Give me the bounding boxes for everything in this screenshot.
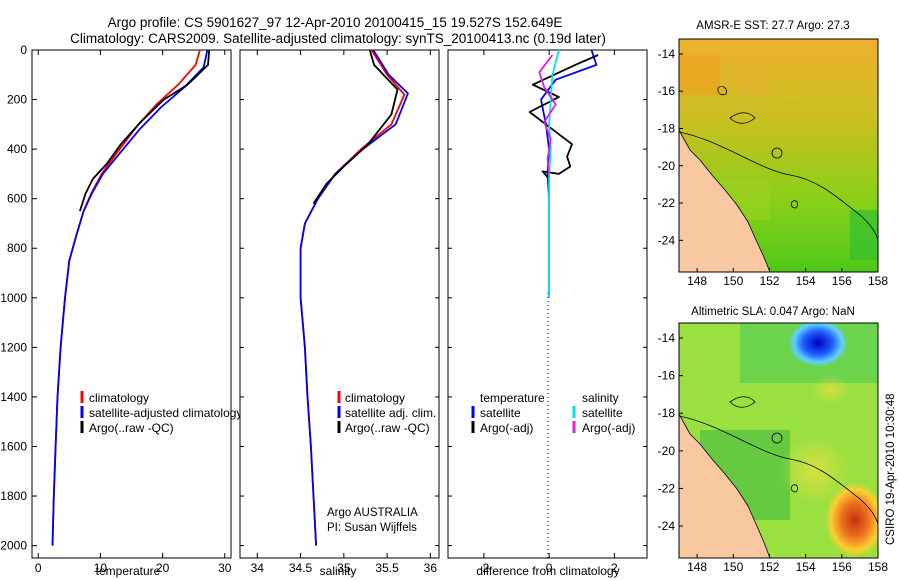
salinity-legend: climatology satellite adj. clim. Argo(..… [337,391,436,435]
sst-map-image [679,39,878,272]
map-xtick-label: 150 [723,274,743,288]
temperature-axes-box [31,49,232,559]
salinity-annotation-2: PI: Susan Wijffels [327,522,417,534]
legend-argo: Argo(..raw -QC) [89,421,174,435]
xtick-label: 20 [156,561,170,575]
ytick-label: 200 [7,93,27,107]
salinity-annotation-1: Argo AUSTRALIA [327,507,418,519]
header-line-1: Argo profile: CS 5901627_97 12-Apr-2010 … [108,15,563,30]
series-line-salinity-2 [312,49,399,205]
map-ytick-label: -22 [658,196,676,210]
sla-map-frame [678,322,879,559]
header-line-2: Climatology: CARS2009. Satellite-adjuste… [70,31,606,46]
salinity-panel: 34 34.5 35 35.5 36 climatology satellite adj… [239,49,440,578]
legend-salinity-title: salinity [582,391,619,405]
map-ytick-label: -22 [658,481,676,495]
temperature-panel: 0 10 20 30 0 200 400 600 800 1000 1200 1400 1600 1800… [0,43,242,578]
ytick-label: 2000 [0,539,27,553]
legend-sal-argo-adj: Argo(-adj) [582,421,635,435]
salinity-axes-box [239,49,440,559]
map-xtick-label: 148 [687,560,707,574]
legend-satellite-adjusted: satellite-adjusted climatology [89,406,242,420]
salinity-xlabel: salinity [320,564,357,578]
ytick-label: 1800 [0,489,27,503]
map-xtick-label: 158 [868,560,888,574]
map-xtick-label: 158 [868,274,888,288]
sst-map-panel: AMSR-E SST: 27.7 Argo: 27.3 148 150 152 154… [658,20,889,288]
legend-climatology: climatology [89,391,149,405]
map-ytick-label: -16 [658,84,676,98]
ytick-label: 1000 [0,291,27,305]
map-xtick-label: 150 [723,560,743,574]
map-xtick-label: 156 [832,560,852,574]
map-ytick-label: -18 [658,121,676,135]
xtick-label: 34.5 [289,561,313,575]
ytick-label: 800 [7,241,27,255]
map-ytick-label: -14 [658,47,676,61]
ytick-label: 1200 [0,340,27,354]
xtick-label: 2 [611,561,618,575]
map-ytick-label: -14 [658,331,676,345]
xtick-label: -2 [479,561,490,575]
map-xtick-label: 148 [687,274,707,288]
map-xtick-label: 154 [796,274,816,288]
legend-temperature-title: temperature [480,391,545,405]
series-line-temperature-2 [79,49,211,212]
sla-map-title: Altimetric SLA: 0.047 Argo: NaN [691,306,855,318]
ytick-label: 400 [7,142,27,156]
map-xtick-label: 152 [759,274,779,288]
map-xtick-label: 154 [796,560,816,574]
legend-sal-climatology: climatology [345,391,405,405]
xtick-label: 35.5 [375,561,399,575]
sst-map-title: AMSR-E SST: 27.7 Argo: 27.3 [696,20,849,32]
map-xtick-label: 156 [832,274,852,288]
ytick-label: 0 [20,43,27,57]
map-ytick-label: -20 [658,159,676,173]
map-ytick-label: -16 [658,369,676,383]
csiro-side-label: CSIRO 19-Apr-2010 10:30:48 [885,393,897,545]
legend-temp-argo-adj: Argo(-adj) [480,421,533,435]
xtick-label: 0 [35,561,42,575]
series-line-difference-2 [548,49,560,298]
difference-xlabel: difference from climatology [476,564,619,578]
legend-sal-satellite-diff: satellite [582,406,623,420]
xtick-label: 35 [337,561,351,575]
temperature-xlabel: temperature [96,564,161,578]
xtick-label: 36 [424,561,438,575]
xtick-label: 0 [546,561,553,575]
map-xtick-label: 152 [759,560,779,574]
legend-temp-satellite: satellite [480,406,521,420]
sla-map-image [679,323,878,558]
map-ytick-label: -20 [658,444,676,458]
map-ytick-label: -24 [658,233,676,247]
ytick-label: 1400 [0,390,27,404]
difference-panel: -2 0 2 temperature salinity satellite sate… [447,49,648,578]
series-line-temperature-1 [51,49,209,546]
series-line-difference-3 [538,54,557,174]
map-ytick-label: -24 [658,519,676,533]
xtick-label: 34 [251,561,265,575]
map-ytick-label: -18 [658,406,676,420]
sst-map-frame [678,38,879,273]
legend-sal-argo: Argo(..raw -QC) [345,421,430,435]
xtick-label: 30 [218,561,232,575]
series-line-salinity-1 [299,49,409,546]
xtick-label: 10 [94,561,108,575]
series-line-difference-1 [528,54,599,180]
temperature-legend: climatology satellite-adjusted climatolo… [80,391,242,435]
ytick-label: 600 [7,192,27,206]
difference-legend: temperature salinity satellite satellite… [471,391,635,435]
sla-map-panel: Altimetric SLA: 0.047 Argo: NaN 148 150 15… [658,306,889,574]
ytick-label: 1600 [0,439,27,453]
legend-sal-satellite: satellite adj. clim. [345,406,436,420]
